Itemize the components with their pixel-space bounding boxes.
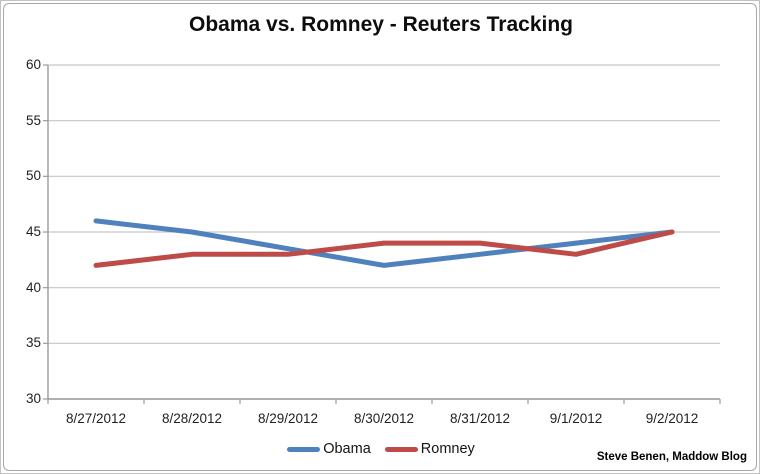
x-axis-label: 8/27/2012 (65, 411, 127, 426)
attribution-credit: Steve Benen, Maddow Blog (596, 451, 747, 463)
chart-title: Obama vs. Romney - Reuters Tracking (189, 13, 573, 36)
x-axis-label: 8/31/2012 (449, 411, 511, 426)
x-axis-label: 8/30/2012 (353, 411, 415, 426)
legend: Obama Romney (1, 441, 759, 457)
y-axis-label: 40 (25, 279, 41, 295)
y-axis-label: 50 (25, 168, 41, 184)
x-axis-label: 8/28/2012 (161, 411, 223, 426)
legend-item-romney: Romney (384, 441, 475, 457)
y-axis-label: 55 (25, 112, 41, 128)
y-axis-label: 60 (25, 57, 41, 72)
x-axis-label: 8/29/2012 (257, 411, 319, 426)
obama-series-line (93, 218, 675, 268)
obama-line-swatch (287, 446, 321, 452)
x-axis-label: 9/1/2012 (549, 411, 603, 426)
legend-label-romney: Romney (420, 441, 475, 457)
y-axis-label: 35 (25, 335, 41, 351)
legend-label-obama: Obama (323, 441, 371, 457)
y-axis-label: 30 (25, 391, 41, 406)
y-axis-label: 45 (25, 224, 41, 239)
legend-item-obama: Obama (287, 441, 371, 457)
romney-series-line (93, 229, 675, 268)
romney-line-swatch (384, 446, 418, 452)
x-axis-label: 9/2/2012 (645, 411, 699, 426)
